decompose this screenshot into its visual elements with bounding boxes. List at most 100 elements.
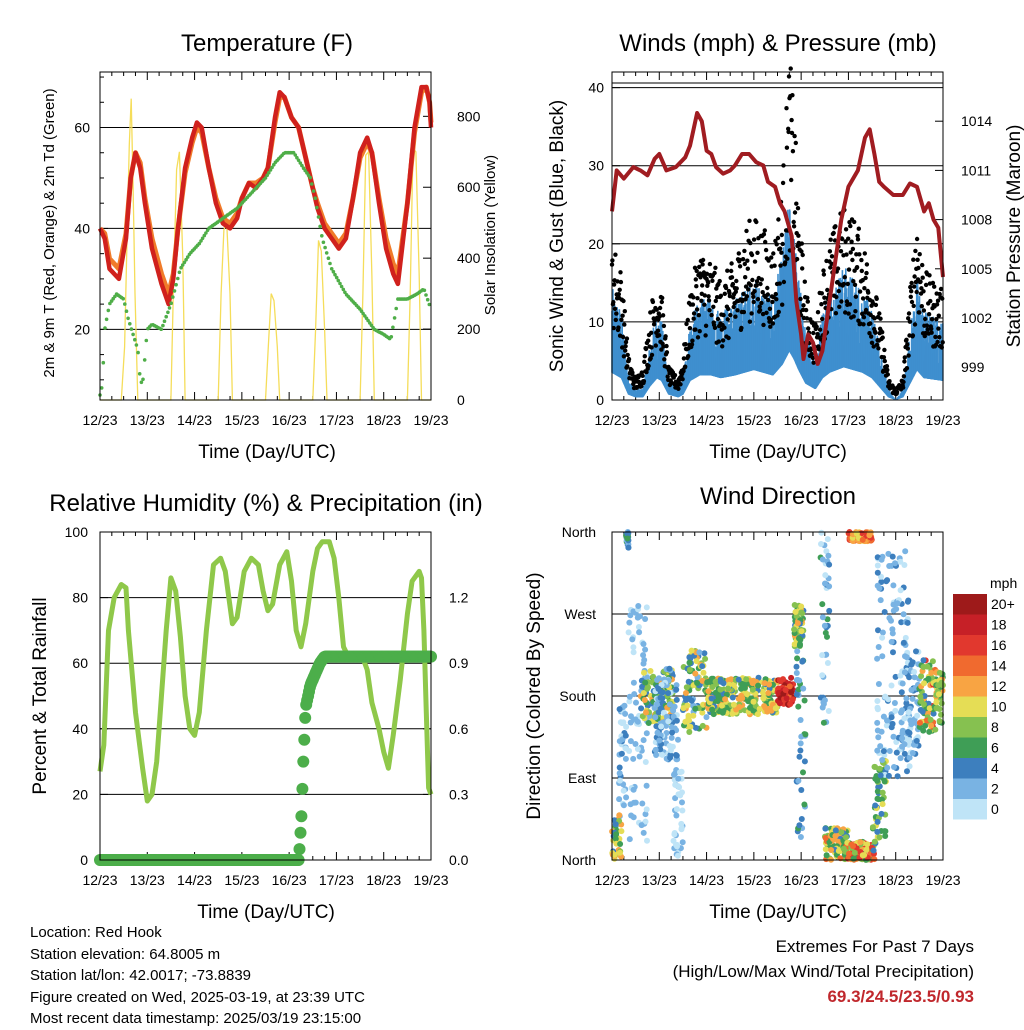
gust-point [914,236,920,242]
gust-point [776,309,781,315]
gust-point [804,316,810,321]
gust-point [649,352,655,358]
direction-point [791,641,798,648]
gust-point [769,255,774,260]
direction-point [736,704,743,710]
gust-point [731,304,736,310]
gust-point [764,310,769,315]
gust-point [648,356,653,361]
temperature-panel: Temperature (F) 12/23 13/23 14/23 15/23 16/2… [41,30,499,463]
gust-point [649,345,654,350]
gust-point [878,316,883,321]
y2-tick-label: 999 [961,359,985,375]
gust-point [665,374,670,379]
gust-point [623,344,628,349]
direction-point [738,692,745,699]
extremes-values: 69.3/24.5/23.5/0.93 [827,987,974,1006]
dewpoint-point [144,338,149,343]
gust-point [814,324,819,329]
direction-point [634,746,641,752]
dewpoint-point [166,310,170,315]
direction-point [636,753,643,760]
direction-point [874,698,881,704]
gust-point [695,335,701,340]
gust-point [772,263,777,268]
direction-point [832,833,839,839]
direction-point [897,558,904,565]
direction-point [642,811,649,818]
direction-point [825,708,832,714]
direction-point [710,711,717,718]
direction-point [705,688,712,695]
y2-tick-label: 0.9 [449,655,469,671]
y-tick-label: 20 [588,236,604,252]
gust-point [915,257,920,262]
dewpoint-point [133,337,137,342]
direction-point [625,544,632,551]
gust-point [707,261,713,267]
direction-point [926,705,933,712]
direction-point [897,587,904,594]
dewpoint-point [167,306,172,310]
direction-point [657,694,664,701]
direction-point [876,834,883,841]
gust-point [623,339,629,345]
direction-point [890,733,897,740]
gust-point [794,201,799,206]
gust-point [880,335,885,340]
direction-point [641,669,647,676]
gust-point [776,217,781,222]
gust-point [758,281,763,287]
direction-point [797,834,804,840]
legend-label: 6 [991,740,999,756]
gust-point [789,177,794,183]
gust-point [913,248,918,254]
dewpoint-point [171,295,175,299]
gust-point [902,359,907,364]
temperature-left-axis-label: 2m & 9m T (Red, Orange) & 2m Td (Green) [41,88,58,377]
direction-point [906,730,913,736]
gust-point [700,257,706,263]
gust-point [694,284,699,289]
y2-tick-label: 0 [457,392,465,408]
gust-point [706,280,711,285]
gust-point [659,347,664,352]
gust-point [860,296,866,301]
dewpoint-point [174,282,178,287]
direction-point [835,847,842,854]
direction-point [702,655,709,662]
gust-point [768,324,773,329]
dewpoint-point [326,256,331,261]
dewpoint-point [296,158,301,163]
direction-point [878,579,885,585]
gust-point [620,334,626,340]
direction-point [822,846,829,853]
gust-point [770,321,776,326]
direction-point [797,641,803,648]
gust-point [843,310,848,315]
dewpoint-2m-series [98,150,432,397]
gust-point [933,334,938,340]
gust-point [664,350,670,355]
direction-point [920,664,927,670]
legend-swatch [953,696,987,717]
gust-point [806,326,811,331]
direction-point [679,807,686,814]
gust-point [759,277,764,282]
y-tick-label: 0 [80,852,88,868]
direction-point [690,712,697,719]
gust-point [651,322,657,327]
gust-point [690,338,695,343]
legend-swatch [953,655,987,676]
gust-point [751,294,756,299]
direction-point [777,678,784,685]
direction-point [714,698,721,705]
direction-point [659,751,666,758]
direction-point [666,701,673,708]
direction-point [671,771,677,778]
gust-point [851,314,856,319]
gust-point [693,327,698,332]
direction-point [899,735,906,742]
gust-point [616,292,621,297]
gust-point [936,326,941,331]
